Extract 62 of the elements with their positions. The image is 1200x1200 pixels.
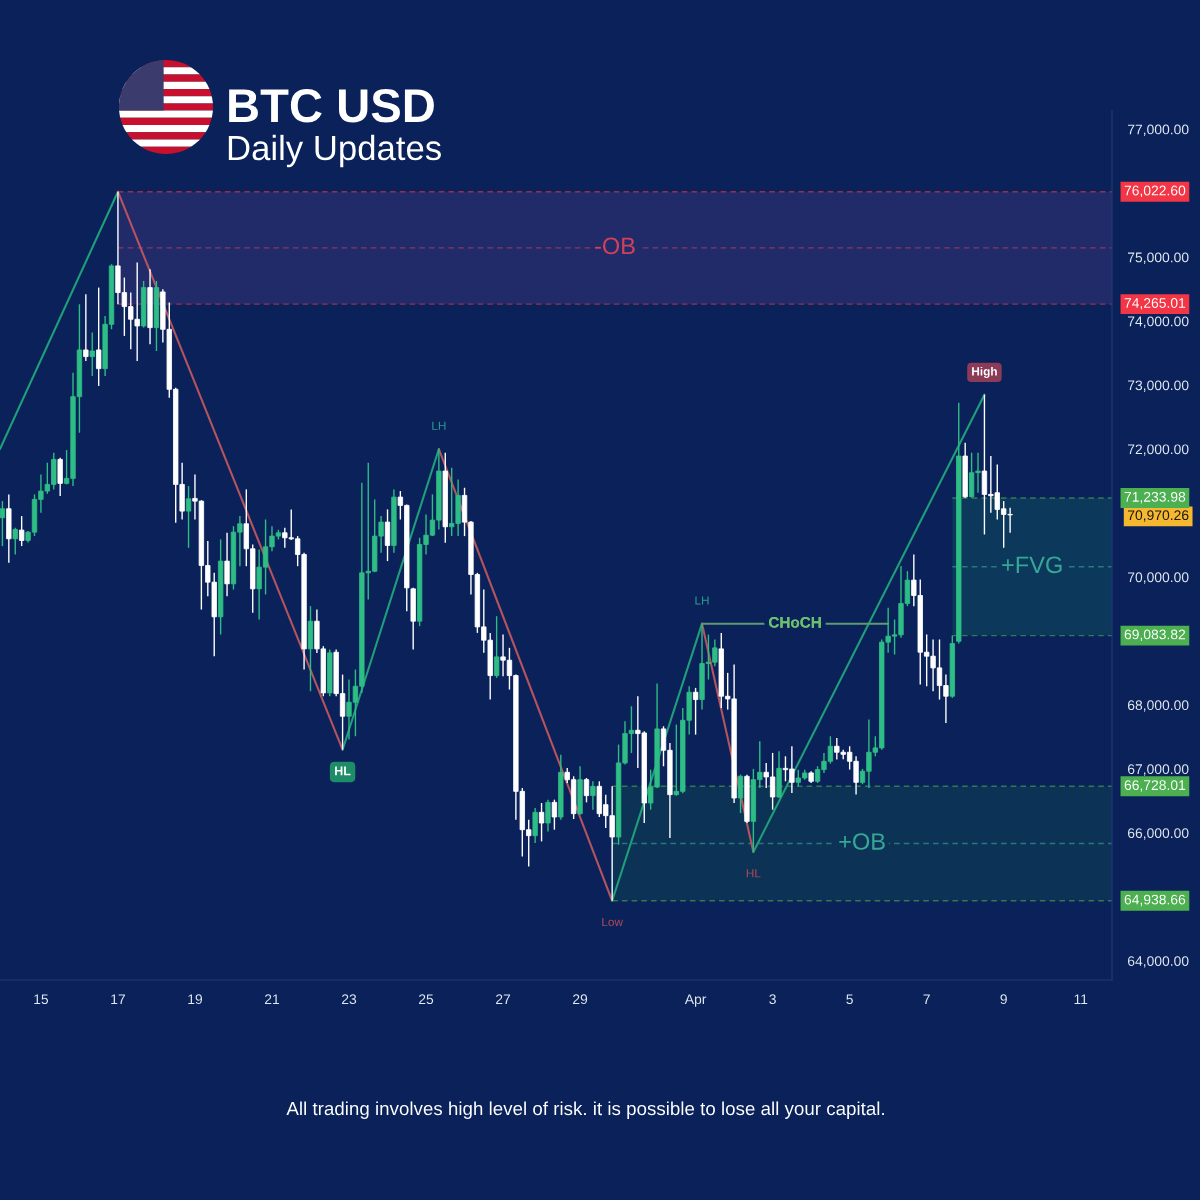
y-tick-label: 73,000.00: [1127, 380, 1189, 392]
ref-line-label: 76,022.60: [1124, 185, 1186, 198]
y-tick-label: 67,000.00: [1127, 764, 1189, 776]
annotation: High: [972, 366, 997, 378]
candlestick: [692, 687, 699, 736]
candlestick: [96, 286, 102, 387]
candlestick: [83, 293, 89, 362]
annotation: LH: [432, 421, 446, 430]
candlestick: [590, 780, 596, 811]
candlestick: [0, 500, 6, 547]
x-tick-label: 25: [419, 994, 434, 1005]
ref-line-label: 69,083.82: [1124, 629, 1186, 641]
candlestick: [224, 532, 230, 597]
annotation: Low: [602, 917, 624, 927]
y-tick-label: 66,000.00: [1127, 828, 1189, 840]
candlestick: [57, 457, 63, 497]
band-label: +OB: [839, 833, 885, 850]
x-tick-label: 27: [496, 994, 511, 1004]
x-tick-label: Apr: [684, 994, 707, 1007]
chart-title: BTC USD: [229, 89, 434, 123]
text: All trading involves high level of risk. it is possible to lose all your capital.: [286, 1101, 884, 1119]
candlestick: [551, 798, 558, 831]
x-tick-label: 5: [846, 994, 853, 1005]
y-tick-label: 74,000.00: [1127, 316, 1189, 328]
annotation: HL: [746, 869, 761, 878]
candlestick: [583, 777, 590, 804]
y-tick-label: 72,000.00: [1127, 444, 1189, 456]
y-tick-label: 70,000.00: [1127, 572, 1189, 584]
candlestick: [737, 773, 744, 814]
ref-line-label: 66,728.01: [1124, 780, 1186, 792]
candlestick: [12, 527, 18, 556]
x-tick-label: 3: [769, 994, 776, 1005]
x-tick-label: 17: [111, 994, 125, 1004]
ref-line-label: 74,265.01: [1124, 298, 1186, 310]
candlestick: [493, 615, 500, 679]
ref-line-label: 64,938.66: [1124, 894, 1186, 907]
x-tick-label: 19: [188, 994, 203, 1005]
y-tick-label: 77,000.00: [1127, 124, 1189, 136]
band-label: +FVG: [1002, 556, 1062, 574]
x-tick-label: 21: [264, 994, 280, 1004]
x-tick-label: 9: [1000, 994, 1007, 1005]
y-tick-label: 64,000.00: [1127, 956, 1189, 968]
band-label: -OB: [595, 237, 635, 255]
y-tick-label: 75,000.00: [1127, 252, 1189, 264]
ref-line-label: 71,233.98: [1124, 491, 1186, 504]
x-tick-label: 7: [923, 994, 930, 1004]
candlestick: [19, 515, 25, 547]
candlestick: [545, 798, 551, 833]
candlestick: [185, 485, 192, 549]
candlestick: [532, 807, 538, 844]
candlestick: [384, 508, 391, 562]
text: Daily Updates: [228, 134, 441, 168]
x-tick-label: 15: [34, 994, 49, 1005]
annotation: HL: [335, 766, 351, 776]
annotation: LH: [695, 596, 709, 605]
y-tick-label: 68,000.00: [1127, 700, 1189, 712]
x-tick-label: 29: [573, 994, 588, 1005]
x-tick-label: 11: [1074, 994, 1088, 1004]
y-tick-label: 70,970.26: [1127, 510, 1189, 522]
candlestick: [89, 331, 95, 377]
candlestick: [538, 802, 545, 843]
x-tick-label: 23: [341, 994, 357, 1005]
